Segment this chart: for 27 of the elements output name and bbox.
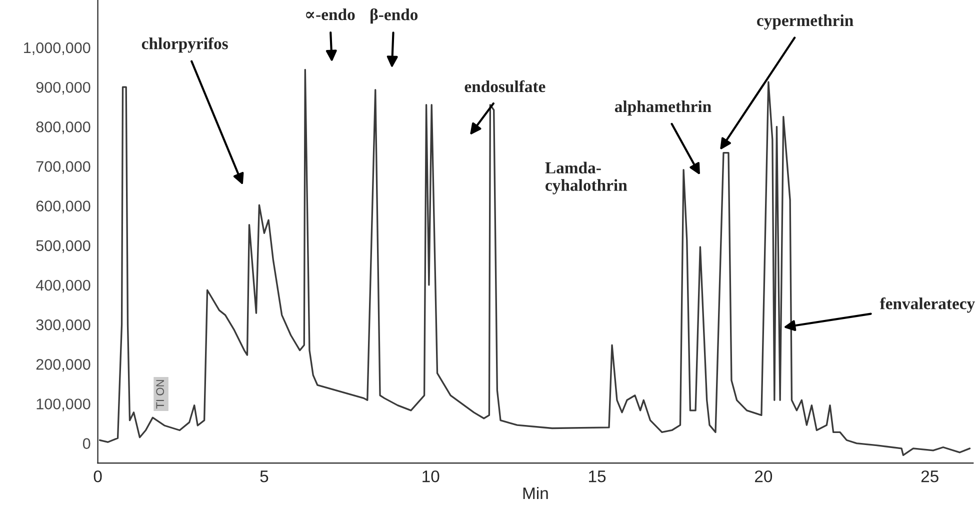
y-tick-label: 600,000 bbox=[36, 200, 90, 214]
x-axis-title: Min bbox=[523, 486, 548, 500]
x-tick-label: 15 bbox=[589, 470, 606, 482]
y-tick-label: 1,000,000 bbox=[24, 42, 90, 55]
y-tick-label: 500,000 bbox=[36, 240, 90, 253]
y-tick-label: 400,000 bbox=[36, 280, 90, 292]
x-tick-label: 20 bbox=[755, 470, 772, 482]
x-tick-label: 5 bbox=[260, 470, 268, 482]
y-tick-label: 800,000 bbox=[36, 122, 90, 134]
y-tick-label: 900,000 bbox=[36, 82, 90, 95]
annotation: fenvaleratecy bbox=[880, 297, 975, 313]
x-tick-label: 10 bbox=[422, 470, 440, 482]
y-tick-label: 0 bbox=[82, 438, 90, 449]
annotation: TI ON bbox=[156, 380, 164, 409]
y-tick-label: 700,000 bbox=[36, 161, 90, 174]
annotation: β-endo bbox=[370, 8, 418, 24]
y-tick-label: 200,000 bbox=[36, 359, 90, 372]
annotation: Lamda- cyhalothrin bbox=[545, 162, 628, 194]
annotation: chlorpyrifos bbox=[142, 37, 228, 53]
annotation: ∝-endo bbox=[306, 8, 355, 20]
x-tick-label: 25 bbox=[921, 470, 938, 482]
annotation: cypermethrin bbox=[757, 14, 854, 30]
y-tick-label: 100,000 bbox=[36, 398, 90, 412]
y-tick-label: 300,000 bbox=[36, 319, 90, 332]
annotation: alphamethrin bbox=[614, 100, 712, 116]
x-tick-label: 0 bbox=[94, 470, 102, 482]
annotation: endosulfate bbox=[464, 80, 546, 92]
